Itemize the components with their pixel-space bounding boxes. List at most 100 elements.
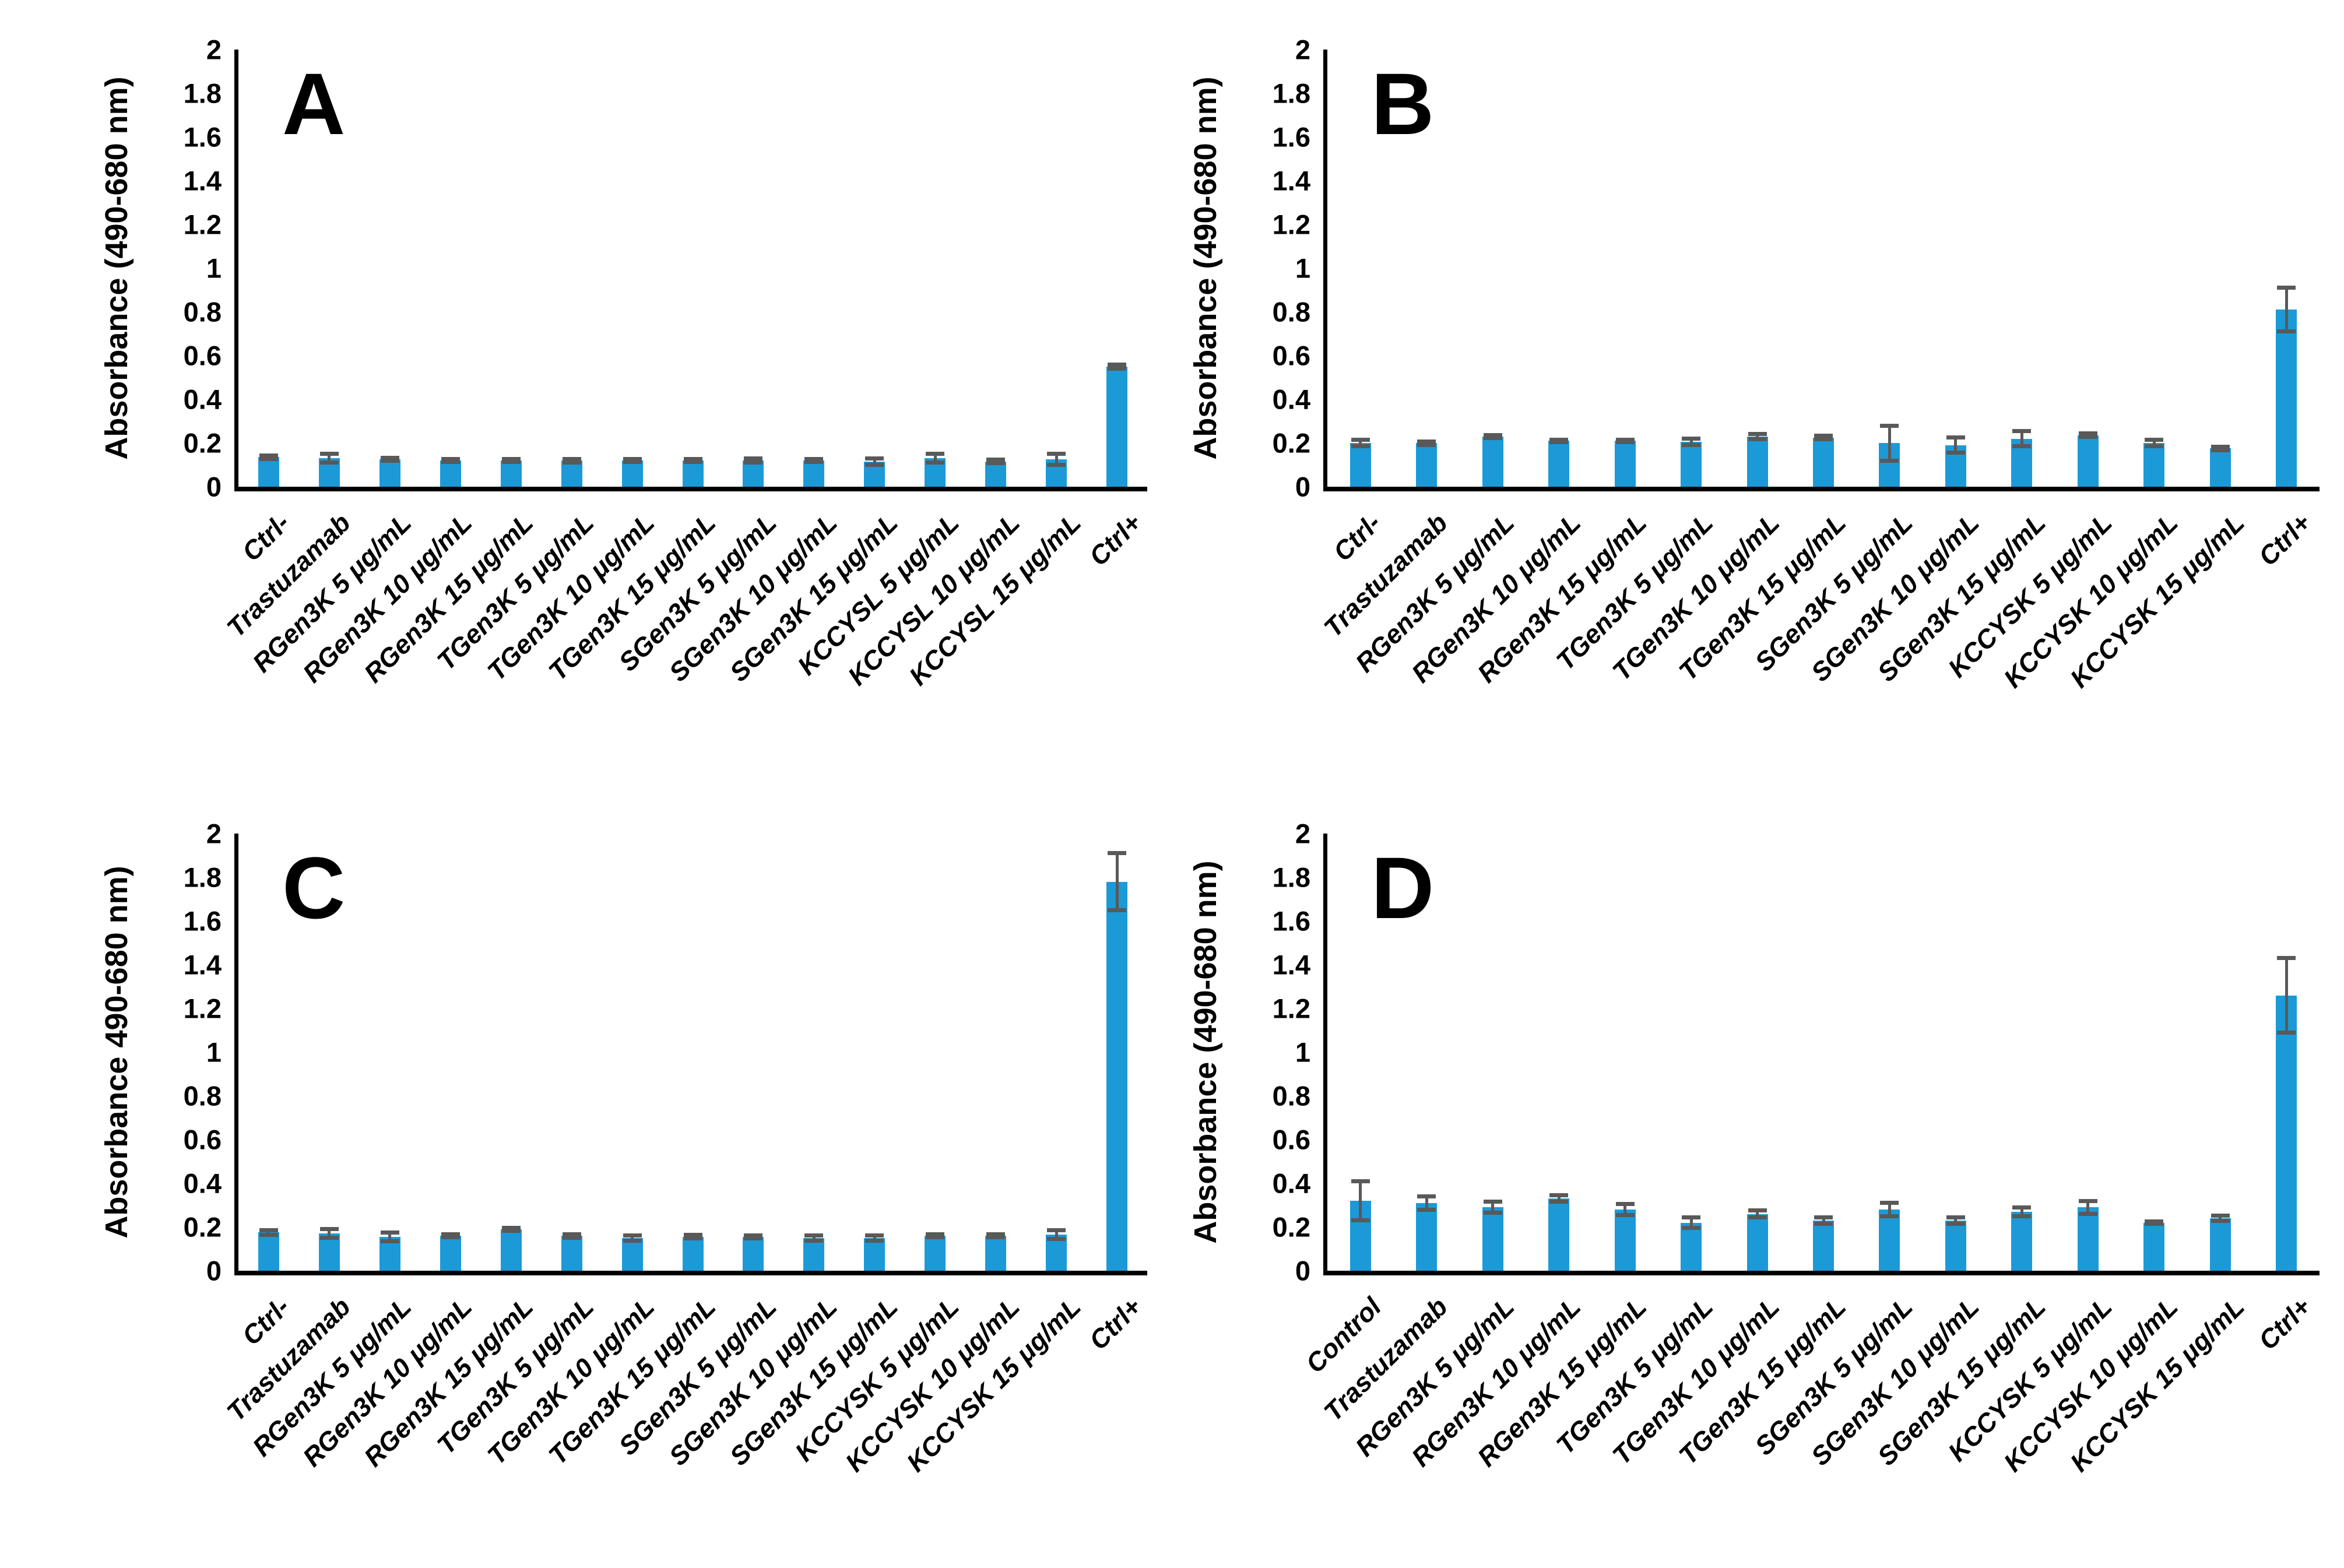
bar [2077, 435, 2099, 487]
error-bar-cap-top [744, 1233, 763, 1238]
y-axis-title: Absorbance (490-680 nm) [99, 76, 134, 460]
error-bar-cap-bottom [1549, 1200, 1569, 1204]
bar [1106, 881, 1128, 1271]
error-bar-stem [1115, 853, 1119, 910]
error-bar-cap-top [1108, 362, 1127, 367]
error-bar-cap-top [2277, 286, 2296, 290]
error-bar-cap-top [501, 457, 521, 462]
error-bar-cap-top [319, 452, 339, 456]
y-tick-label: 0.4 [1272, 384, 1310, 415]
chart-main: B Ctrl- Trastuzamab RGen3K 5 μg/mL RGen3K 1… [1318, 0, 2344, 784]
error-bar-stem [1954, 437, 1958, 453]
error-bar-cap-bottom [1351, 1218, 1370, 1223]
error-bar-stem [1689, 438, 1693, 445]
bar [2143, 443, 2165, 487]
error-bar-cap-bottom [1108, 367, 1127, 371]
bar [1614, 1210, 1636, 1271]
error-bar-stem [2285, 287, 2288, 332]
error-bar-cap-top [2078, 1198, 2097, 1203]
y-tick-label: 1.8 [183, 78, 222, 109]
error-bar-cap-top [865, 456, 884, 460]
error-bar-cap-bottom [683, 459, 702, 464]
y-tick-label: 1 [1295, 252, 1310, 284]
error-bar-stem [873, 458, 876, 465]
bar [1681, 1222, 1702, 1271]
y-tick-label: 2 [206, 818, 222, 849]
error-bar-cap-bottom [2145, 444, 2164, 449]
y-tick-label: 1.4 [183, 165, 222, 196]
error-bar-cap-bottom [1351, 444, 1370, 449]
error-bar-cap-top [1483, 1200, 1502, 1204]
error-bar-cap-top [1351, 1179, 1370, 1183]
y-axis-title: Absorbance 490-680 nm) [99, 866, 134, 1239]
plot-area: B [1323, 50, 2320, 491]
bar [621, 1237, 643, 1271]
y-tick-label: 1.6 [183, 905, 222, 937]
error-bar-cap-bottom [259, 1232, 278, 1237]
y-tick-label: 0.4 [1272, 1168, 1310, 1199]
y-tick-label: 1.2 [183, 993, 222, 1024]
error-bar-cap-top [1615, 437, 1635, 442]
error-bar-cap-top [2211, 444, 2230, 449]
x-axis-labels: Control Trastuzamab RGen3K 5 μg/mL RGen3K 1… [1300, 1282, 2320, 1568]
y-tick-label: 1.4 [1272, 165, 1310, 196]
error-bar-cap-top [986, 458, 1006, 462]
panel-B: Absorbance (490-680 nm) 0 0.2 0.4 0.6 0.8 1 1.… [1172, 0, 2344, 784]
bar [2011, 1211, 2033, 1271]
error-bar-cap-bottom [2277, 1030, 2296, 1035]
bar [2276, 995, 2297, 1271]
y-tick-label: 1.6 [183, 121, 222, 153]
error-bar-stem [2285, 958, 2288, 1033]
error-bar-cap-bottom [1615, 440, 1635, 444]
error-bar-stem [1888, 426, 1891, 460]
error-bar-stem [933, 453, 937, 463]
error-bar-cap-top [744, 456, 763, 460]
plot-area: C [234, 834, 1147, 1275]
y-tick-label: 0.6 [1272, 340, 1310, 371]
error-bar-cap-top [259, 1228, 278, 1233]
error-bar-cap-top [380, 1230, 399, 1235]
y-tick-label: 2 [206, 34, 222, 65]
bar [440, 1236, 461, 1271]
error-bar-cap-top [441, 457, 460, 462]
bar [258, 1232, 279, 1271]
error-bar-cap-top [501, 1226, 521, 1230]
bar [2209, 1218, 2231, 1271]
error-bar-cap-bottom [1047, 463, 1066, 467]
error-bar-cap-top [804, 457, 824, 462]
y-tick-label: 1.6 [1272, 121, 1310, 153]
bar [1681, 442, 1702, 487]
error-bar-cap-top [1748, 1208, 1767, 1213]
error-bar-stem [1954, 1217, 1958, 1224]
error-bar-stem [1491, 1201, 1495, 1213]
y-tick-label: 1.8 [1272, 78, 1310, 109]
error-bar-cap-bottom [1483, 1211, 1502, 1215]
y-tick-label: 0.8 [183, 296, 222, 328]
error-bar-stem [1756, 434, 1759, 440]
error-bar-cap-top [1946, 435, 1965, 440]
bar [1813, 437, 1834, 487]
bar [803, 460, 825, 487]
error-bar-cap-bottom [1549, 440, 1569, 444]
error-bar-cap-top [804, 1233, 824, 1237]
error-bar-cap-top [1549, 1193, 1569, 1198]
bar [985, 461, 1007, 487]
error-bar-cap-bottom [926, 1235, 945, 1239]
error-bar-cap-bottom [986, 1235, 1006, 1239]
error-bar-cap-top [380, 456, 399, 460]
error-bar-cap-bottom [1880, 1214, 1899, 1218]
error-bar-cap-top [1417, 1194, 1436, 1198]
error-bar-stem [1359, 440, 1362, 447]
error-bar-cap-bottom [804, 1238, 824, 1243]
bar [682, 1236, 704, 1271]
x-axis-labels: Ctrl- Trastuzamab RGen3K 5 μg/mL RGen3K 10 … [1318, 498, 2320, 784]
error-bar-cap-top [1351, 437, 1370, 442]
error-bar-stem [1359, 1181, 1362, 1221]
y-tick-label: 1.2 [183, 209, 222, 240]
error-bar-cap-bottom [319, 460, 339, 465]
x-category-label: Ctrl+ [1083, 1292, 1147, 1356]
bar [925, 1236, 946, 1271]
y-tick-label: 0.6 [1272, 1124, 1310, 1155]
error-bar-cap-top [1946, 1215, 1965, 1219]
error-bar-cap-bottom [1047, 1237, 1066, 1242]
